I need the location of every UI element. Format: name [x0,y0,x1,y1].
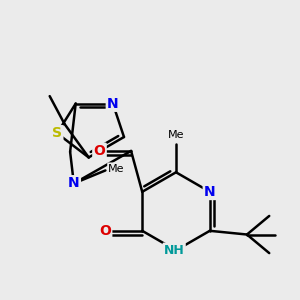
Text: Me: Me [168,130,184,140]
Text: N: N [107,97,119,111]
Text: S: S [52,126,62,140]
Text: N: N [68,176,80,190]
Text: O: O [94,144,105,158]
Text: NH: NH [164,244,184,257]
Text: O: O [99,224,111,238]
Text: N: N [204,185,216,199]
Text: Me: Me [108,164,125,174]
